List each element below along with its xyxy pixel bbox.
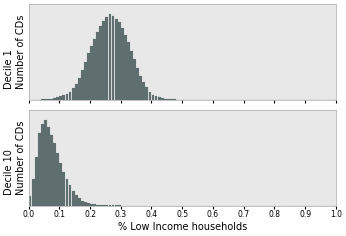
Bar	[102, 205, 105, 206]
Bar	[170, 99, 173, 100]
Bar	[130, 51, 133, 100]
Bar	[72, 191, 74, 206]
Bar	[47, 126, 50, 206]
Bar	[78, 78, 81, 100]
Bar	[136, 68, 139, 100]
Bar	[53, 143, 56, 206]
Bar	[32, 179, 35, 206]
Bar	[56, 97, 59, 100]
Bar	[99, 26, 102, 100]
Bar	[69, 185, 71, 206]
Bar	[47, 99, 50, 100]
Bar	[115, 205, 118, 206]
Bar	[29, 196, 31, 206]
Bar	[72, 88, 74, 100]
Bar	[84, 202, 87, 206]
Bar	[63, 95, 65, 100]
Bar	[112, 16, 115, 100]
Bar	[127, 42, 130, 100]
Bar	[106, 17, 108, 100]
Bar	[60, 163, 62, 206]
Bar	[65, 94, 69, 100]
Bar	[164, 99, 167, 100]
Bar	[106, 205, 108, 206]
Bar	[115, 19, 118, 100]
Bar	[81, 201, 84, 206]
Bar	[96, 32, 99, 100]
Bar	[87, 53, 90, 100]
Bar	[102, 21, 105, 100]
Bar	[44, 99, 47, 100]
Bar	[118, 205, 121, 206]
Bar	[41, 99, 44, 100]
Bar	[78, 198, 81, 206]
Bar	[90, 46, 93, 100]
Bar	[145, 87, 148, 100]
Bar	[35, 157, 38, 206]
Bar	[109, 14, 111, 100]
Bar	[124, 35, 127, 100]
Y-axis label: Decile 10
Number of CDs: Decile 10 Number of CDs	[4, 121, 26, 195]
Bar	[93, 38, 96, 100]
Y-axis label: Decile 1
Number of CDs: Decile 1 Number of CDs	[4, 15, 26, 89]
Bar	[109, 205, 111, 206]
Bar	[87, 203, 90, 206]
Bar	[60, 97, 62, 100]
Bar	[158, 97, 161, 100]
Bar	[81, 70, 84, 100]
Bar	[63, 172, 65, 206]
Bar	[41, 124, 44, 206]
Bar	[121, 28, 124, 100]
Bar	[118, 22, 121, 100]
Bar	[38, 133, 41, 206]
X-axis label: % Low Income households: % Low Income households	[118, 222, 247, 232]
Bar	[75, 84, 78, 100]
Bar	[161, 98, 164, 100]
Bar	[99, 205, 102, 206]
Bar	[142, 82, 145, 100]
Bar	[155, 97, 157, 100]
Bar	[75, 195, 78, 206]
Bar	[84, 62, 87, 100]
Bar	[96, 205, 99, 206]
Bar	[173, 99, 176, 100]
Bar	[90, 204, 93, 206]
Bar	[56, 153, 59, 206]
Bar	[53, 98, 56, 100]
Bar	[148, 92, 151, 100]
Bar	[65, 179, 69, 206]
Bar	[93, 204, 96, 206]
Bar	[112, 205, 115, 206]
Bar	[152, 95, 154, 100]
Bar	[69, 92, 71, 100]
Bar	[50, 135, 53, 206]
Bar	[50, 99, 53, 100]
Bar	[167, 99, 170, 100]
Bar	[44, 120, 47, 206]
Bar	[133, 59, 136, 100]
Bar	[139, 76, 142, 100]
